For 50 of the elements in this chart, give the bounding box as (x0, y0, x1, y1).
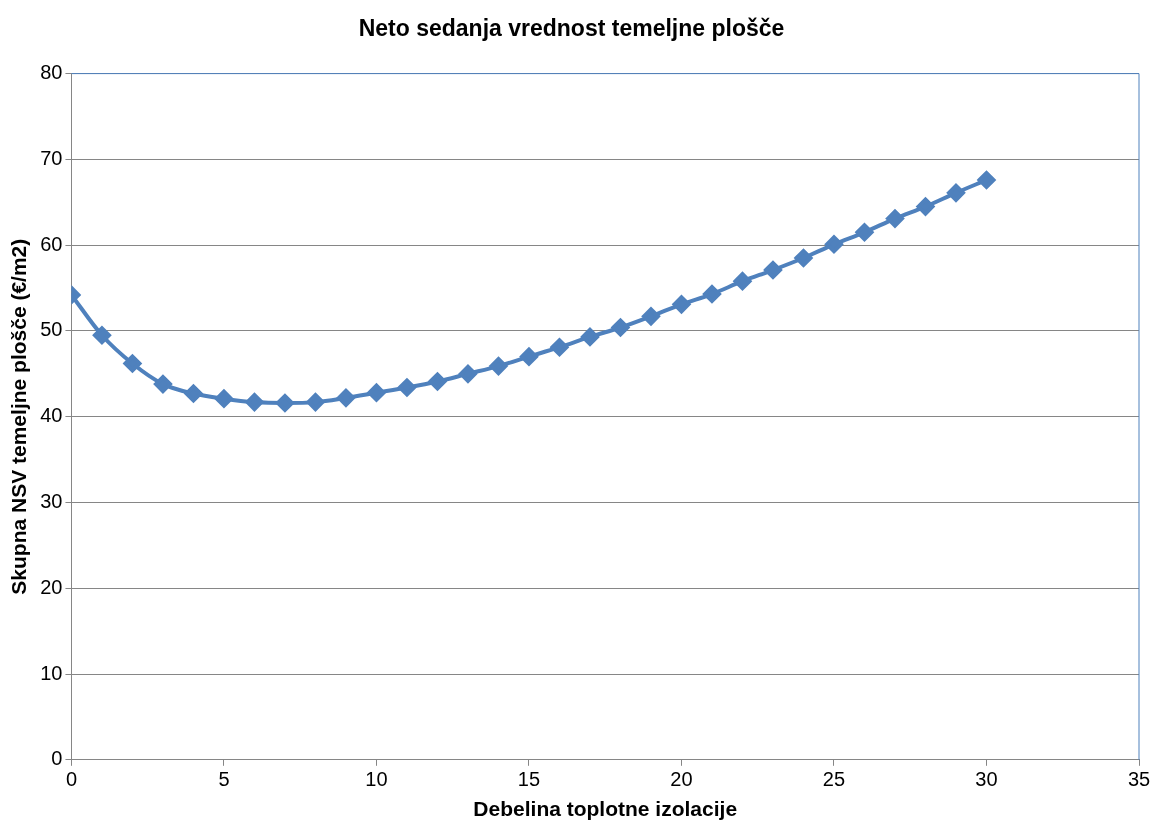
y-tick-label: 20 (40, 575, 63, 598)
point (977, 170, 996, 189)
x-tick-label: 25 (822, 768, 846, 791)
point (153, 375, 172, 394)
point (184, 384, 203, 403)
point (550, 338, 569, 357)
point (214, 389, 233, 408)
y-tick-label: 80 (40, 61, 63, 84)
y-tick-label: 60 (40, 232, 63, 255)
x-tick-label: 35 (1127, 768, 1151, 791)
point (946, 183, 965, 202)
point (641, 307, 660, 326)
point (245, 393, 264, 412)
y-tick-label: 40 (40, 404, 63, 427)
x-tick-label: 30 (975, 768, 998, 791)
point (458, 364, 477, 383)
y-tick-label: 10 (40, 661, 63, 684)
point (489, 357, 508, 376)
point (92, 326, 111, 345)
y-tick-label: 0 (51, 747, 63, 770)
point (306, 393, 325, 412)
y-tick-label: 30 (40, 489, 63, 512)
point (672, 295, 691, 314)
y-tick-label: 50 (40, 318, 63, 341)
x-axis-title: Debelina toplotne izolacije (473, 797, 738, 821)
point (580, 327, 599, 346)
point (885, 209, 904, 228)
point (611, 318, 630, 337)
point (916, 197, 935, 216)
point (702, 285, 721, 304)
point (123, 354, 142, 373)
x-tick-label: 0 (65, 768, 78, 791)
x-tick-label: 15 (517, 768, 541, 791)
point (855, 223, 874, 242)
x-tick-label: 10 (365, 768, 388, 791)
point (275, 393, 294, 412)
point (397, 378, 416, 397)
y-axis-title: Skupna NSV temeljne plošče (€/m2) (7, 238, 31, 595)
point (428, 372, 447, 391)
point (794, 249, 813, 268)
point (336, 388, 355, 407)
chart-title: Neto sedanja vrednost temeljne plošče (358, 15, 785, 42)
point (367, 383, 386, 402)
point (519, 347, 538, 366)
y-tick-label: 70 (40, 146, 63, 169)
x-tick-label: 20 (670, 768, 693, 791)
point (733, 272, 752, 291)
point (824, 235, 843, 254)
x-tick-label: 5 (218, 768, 230, 791)
point (763, 261, 782, 280)
